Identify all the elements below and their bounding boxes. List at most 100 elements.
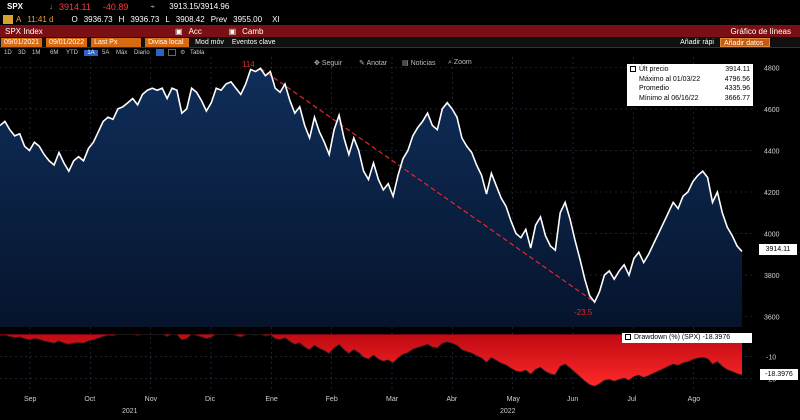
price-legend[interactable]: Últ precio 3914.11 Máximo al 01/03/22 4796… xyxy=(627,64,753,106)
quick-add-button[interactable]: Añadir rápi xyxy=(680,38,714,46)
ohlc-line: A 11:41 d O 3936.73 H 3936.73 L 3908.42 … xyxy=(0,13,800,25)
period-1m[interactable]: 1M xyxy=(32,49,41,56)
frequency-select[interactable]: Diario xyxy=(134,49,150,56)
start-date-field[interactable]: 09/01/2021 xyxy=(1,37,43,47)
month-tick-label: Abr xyxy=(446,396,458,403)
moving-average-button[interactable]: Mod móv xyxy=(195,38,224,46)
peak-annotation: 114 xyxy=(242,60,255,69)
period-3d[interactable]: 3D xyxy=(18,49,26,56)
price-tick-label: 4800 xyxy=(764,65,780,72)
prev-label: Prev xyxy=(210,14,228,24)
quote-line: SPX ↓ 3914.11 -40.89 ⌁ 3913.15/3914.96 xyxy=(0,0,800,13)
ticker[interactable]: SPX xyxy=(7,2,24,11)
trend-line xyxy=(260,67,595,303)
price-chart[interactable]: 4800 4600 4400 4200 4000 3800 3600 -10 -20 Sep O… xyxy=(0,57,800,420)
legend-high-label: Máximo al 01/03/22 xyxy=(639,75,701,83)
price-tick-label: 3600 xyxy=(764,315,780,322)
actions-icon: ▣ xyxy=(175,26,183,36)
price-axis: 4800 4600 4400 4200 4000 3800 3600 xyxy=(764,65,780,321)
month-tick-label: Feb xyxy=(326,396,338,403)
drawdown-legend-label: Drawdown (%) (SPX) xyxy=(634,334,701,341)
period-1a[interactable]: 1A xyxy=(84,49,98,56)
drawdown-tick-label: -10 xyxy=(766,355,776,362)
legend-last-value: 3914.11 xyxy=(725,66,750,73)
table-button[interactable]: Tabla xyxy=(190,49,205,56)
month-tick-label: Mar xyxy=(386,396,399,403)
legend-avg-label: Promedio xyxy=(639,85,669,92)
legend-high-value: 4796.56 xyxy=(724,75,750,83)
period-1d[interactable]: 1D xyxy=(4,49,12,56)
high-label: H xyxy=(118,14,125,24)
news-button[interactable]: ▤ Noticias xyxy=(402,60,436,67)
year-tick-label: 2021 xyxy=(122,408,138,415)
drawdown-area xyxy=(0,334,742,387)
month-tick-label: Jul xyxy=(627,396,636,403)
quote-time: 11:41 d xyxy=(27,14,54,24)
price-tick-label: 3800 xyxy=(764,273,780,280)
price-area xyxy=(0,68,742,328)
period-5a[interactable]: 5A xyxy=(102,49,110,56)
period-6m[interactable]: 6M xyxy=(50,49,59,56)
legend-last-label: Últ precio xyxy=(639,66,669,73)
low-label: L xyxy=(165,14,170,24)
settings-icon[interactable]: ⚙ xyxy=(180,50,186,56)
month-tick-label: Oct xyxy=(84,396,95,403)
security-name[interactable]: SPX Index xyxy=(5,26,43,36)
drawdown-checkbox[interactable] xyxy=(625,334,631,341)
price-line xyxy=(0,67,743,304)
drawdown-line xyxy=(0,333,743,388)
price-tag: 3914.11 xyxy=(759,244,797,255)
sparkline-icon: ⌁ xyxy=(150,2,156,11)
prev-value: 3955.00 xyxy=(233,14,263,24)
zoom-button[interactable]: ⌕ Zoom xyxy=(448,59,472,66)
high-value: 3936.73 xyxy=(130,14,160,24)
legend-avg-value: 4335.96 xyxy=(724,85,750,92)
add-data-input[interactable]: Añadir datos xyxy=(720,37,770,47)
title-bar: SPX Index ▣ Acc ▣ Camb Gráfico de líneas xyxy=(0,25,800,37)
controls-bar: 09/01/2021 09/01/2022 Last Px Divisa loc… xyxy=(0,37,800,48)
key-events-button[interactable]: Eventos clave xyxy=(231,38,276,46)
drawdown-legend[interactable]: Drawdown (%) (SPX) -18.3976 xyxy=(622,333,752,343)
annotate-button[interactable]: ✎ Anotar xyxy=(359,60,388,67)
exchange-code: XI xyxy=(272,14,280,24)
legend-checkbox[interactable] xyxy=(630,66,636,73)
drawdown-axis: -10 -20 xyxy=(766,355,776,384)
price-tick-label: 4000 xyxy=(764,232,780,239)
chart-type-title: Gráfico de líneas xyxy=(730,26,791,36)
price-tick-label: 4200 xyxy=(764,190,780,197)
price-tick-label: 4400 xyxy=(764,148,780,155)
compare-menu[interactable]: Camb xyxy=(242,26,264,36)
price-change: -40.89 xyxy=(102,1,129,12)
price-tick-label: 4600 xyxy=(764,107,780,114)
time-axis: Sep Oct Nov Dic Ene Feb Mar Abr May Jun Jul Ago 2021… xyxy=(24,396,700,415)
compare-icon: ▣ xyxy=(228,26,237,36)
period-bar: 1D 3D 1M 6M YTD 1A 5A Máx Diario ⚙ Tabla xyxy=(0,48,800,57)
field-select[interactable]: Last Px xyxy=(91,37,142,47)
chart-style-button[interactable] xyxy=(156,49,164,56)
trough-annotation: -23.5 xyxy=(574,308,593,317)
month-tick-label: Nov xyxy=(145,396,158,403)
period-ytd[interactable]: YTD xyxy=(66,49,78,56)
bid-ask: 3913.15/3914.96 xyxy=(169,2,230,11)
currency-select[interactable]: Divisa local xyxy=(145,37,190,47)
open-value: 3936.73 xyxy=(83,14,113,24)
actions-menu[interactable]: Acc xyxy=(188,26,202,36)
low-value: 3908.42 xyxy=(175,14,205,24)
last-price: 3914.11 xyxy=(59,1,91,12)
news-label: Noticias xyxy=(410,60,436,67)
end-date-field[interactable]: 09/01/2022 xyxy=(46,37,88,47)
month-tick-label: May xyxy=(507,396,521,403)
annotate-label: Anotar xyxy=(366,60,388,67)
open-label: O xyxy=(71,14,78,24)
drawdown-tag: -18.3976 xyxy=(760,369,798,380)
legend-low-label: Mínimo al 06/16/22 xyxy=(639,94,699,102)
lock-icon xyxy=(3,14,13,24)
drawdown-tick-label: -20 xyxy=(766,377,776,384)
month-tick-label: Ago xyxy=(688,396,701,403)
year-tick-label: 2022 xyxy=(500,408,516,415)
time-prefix: A xyxy=(16,14,22,24)
line-style-button[interactable] xyxy=(168,49,176,56)
month-tick-label: Dic xyxy=(205,396,216,403)
month-tick-label: Ene xyxy=(265,396,278,403)
period-max[interactable]: Máx xyxy=(116,49,128,56)
